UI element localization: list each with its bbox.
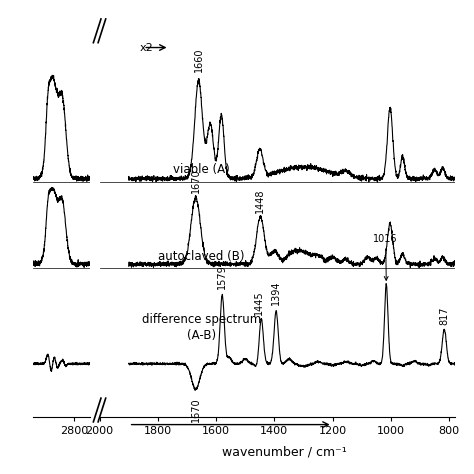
Text: viable (A): viable (A) [173, 163, 230, 176]
Text: 1670: 1670 [191, 398, 201, 422]
Text: difference spectrum: difference spectrum [142, 313, 261, 326]
Text: 1445: 1445 [254, 290, 264, 315]
Text: 817: 817 [439, 306, 449, 325]
Text: autoclaved (B): autoclaved (B) [158, 250, 245, 263]
Text: 1448: 1448 [255, 189, 265, 213]
Text: 1579: 1579 [217, 264, 227, 290]
Text: x2: x2 [140, 43, 154, 53]
Text: 1016: 1016 [374, 234, 398, 280]
Text: (A-B): (A-B) [187, 329, 216, 342]
Text: 1660: 1660 [193, 48, 204, 72]
Text: 1394: 1394 [271, 281, 281, 305]
Text: 1670: 1670 [191, 168, 201, 193]
Text: wavenumber / cm⁻¹: wavenumber / cm⁻¹ [222, 445, 347, 458]
